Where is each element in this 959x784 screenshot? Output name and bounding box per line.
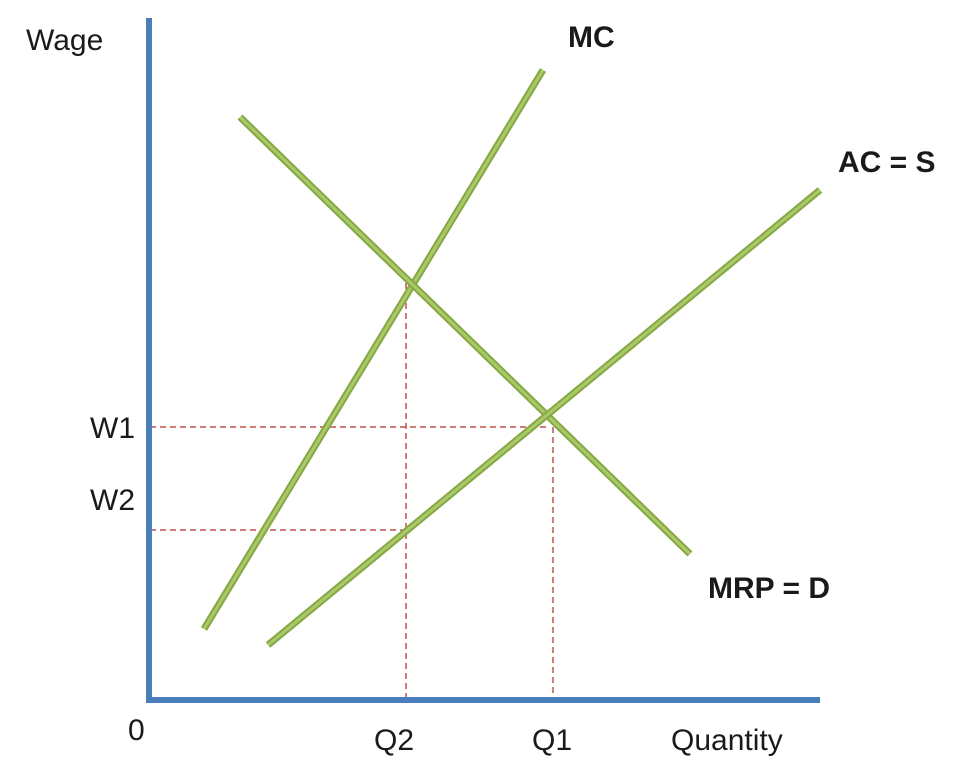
ac-curve-highlight <box>267 188 821 647</box>
origin-label: 0 <box>128 714 145 747</box>
mrp-curve-highlight <box>238 115 692 556</box>
mc-curve-highlight <box>202 69 545 630</box>
y-axis-label: Wage <box>26 24 103 57</box>
mrp-label: MRP = D <box>708 572 830 605</box>
q1-label: Q1 <box>532 724 572 757</box>
mc-label: MC <box>568 21 615 54</box>
w1-label: W1 <box>90 412 135 445</box>
x-axis-label: Quantity <box>671 724 783 757</box>
ac-label: AC = S <box>838 146 936 179</box>
q2-label: Q2 <box>374 724 414 757</box>
w2-label: W2 <box>90 484 135 517</box>
